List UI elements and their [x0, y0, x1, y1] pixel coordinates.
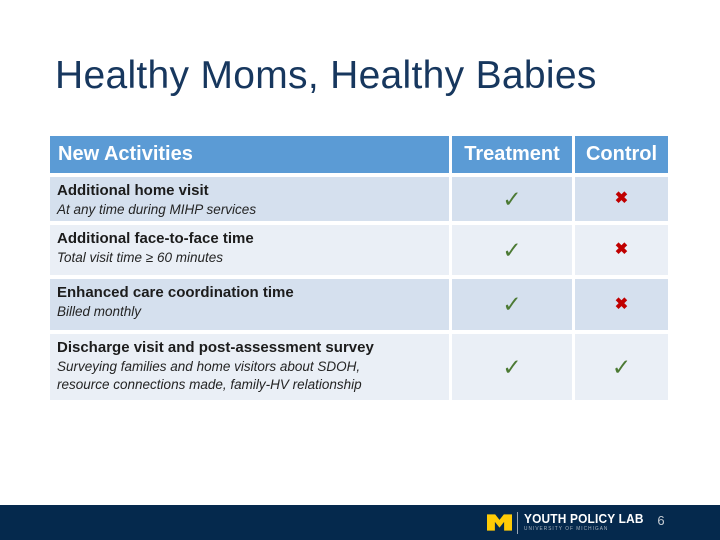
activity-title: Discharge visit and post-assessment surv… [57, 339, 374, 356]
control-cell: ✓ [575, 334, 668, 400]
check-icon: ✓ [502, 353, 522, 380]
logo-org-name: YOUTH POLICY LAB [524, 511, 644, 526]
slide-title: Healthy Moms, Healthy Babies [55, 54, 597, 97]
table-row-activity: Additional face-to-face time Total visit… [50, 225, 449, 275]
activities-table: New Activities Treatment Control Additio… [50, 136, 668, 400]
logo-divider [517, 511, 518, 534]
youth-policy-lab-logo: YOUTH POLICY LAB UNIVERSITY OF MICHIGAN [487, 505, 650, 540]
check-icon: ✓ [502, 291, 522, 317]
control-cell: ✖ [575, 279, 668, 330]
logo-university-name: UNIVERSITY OF MICHIGAN [524, 525, 609, 532]
cross-icon: ✖ [614, 241, 629, 258]
treatment-cell: ✓ [452, 334, 572, 400]
activity-title: Additional home visit [57, 182, 209, 199]
cross-icon: ✖ [614, 190, 629, 207]
logo-text: YOUTH POLICY LAB UNIVERSITY OF MICHIGAN [524, 511, 650, 533]
col-header-new-activities: New Activities [50, 136, 449, 173]
treatment-cell: ✓ [452, 225, 572, 275]
activity-title: Enhanced care coordination time [57, 284, 294, 301]
page-number: 6 [657, 513, 665, 528]
university-of-michigan-m-icon [487, 514, 512, 531]
activity-subtitle: Total visit time ≥ 60 minutes [57, 250, 223, 265]
treatment-cell: ✓ [452, 177, 572, 221]
col-header-control: Control [575, 136, 668, 173]
check-icon: ✓ [502, 236, 522, 263]
footer-bar: YOUTH POLICY LAB UNIVERSITY OF MICHIGAN … [0, 505, 720, 540]
col-header-treatment: Treatment [452, 136, 572, 173]
activity-title: Additional face-to-face time [57, 230, 254, 247]
treatment-cell: ✓ [452, 279, 572, 330]
table-row-activity: Additional home visit At any time during… [50, 177, 449, 221]
control-cell: ✖ [575, 225, 668, 275]
table-row-activity: Discharge visit and post-assessment surv… [50, 334, 449, 400]
check-icon: ✓ [611, 353, 632, 380]
table-row-activity: Enhanced care coordination time Billed m… [50, 279, 449, 330]
activity-subtitle: At any time during MIHP services [57, 202, 257, 217]
cross-icon: ✖ [614, 295, 629, 313]
activity-subtitle: Billed monthly [57, 304, 142, 319]
control-cell: ✖ [575, 177, 668, 221]
activity-subtitle-line2: resource connections made, family-HV rel… [57, 377, 362, 392]
activity-subtitle: Surveying families and home visitors abo… [57, 359, 361, 374]
check-icon: ✓ [502, 185, 522, 212]
